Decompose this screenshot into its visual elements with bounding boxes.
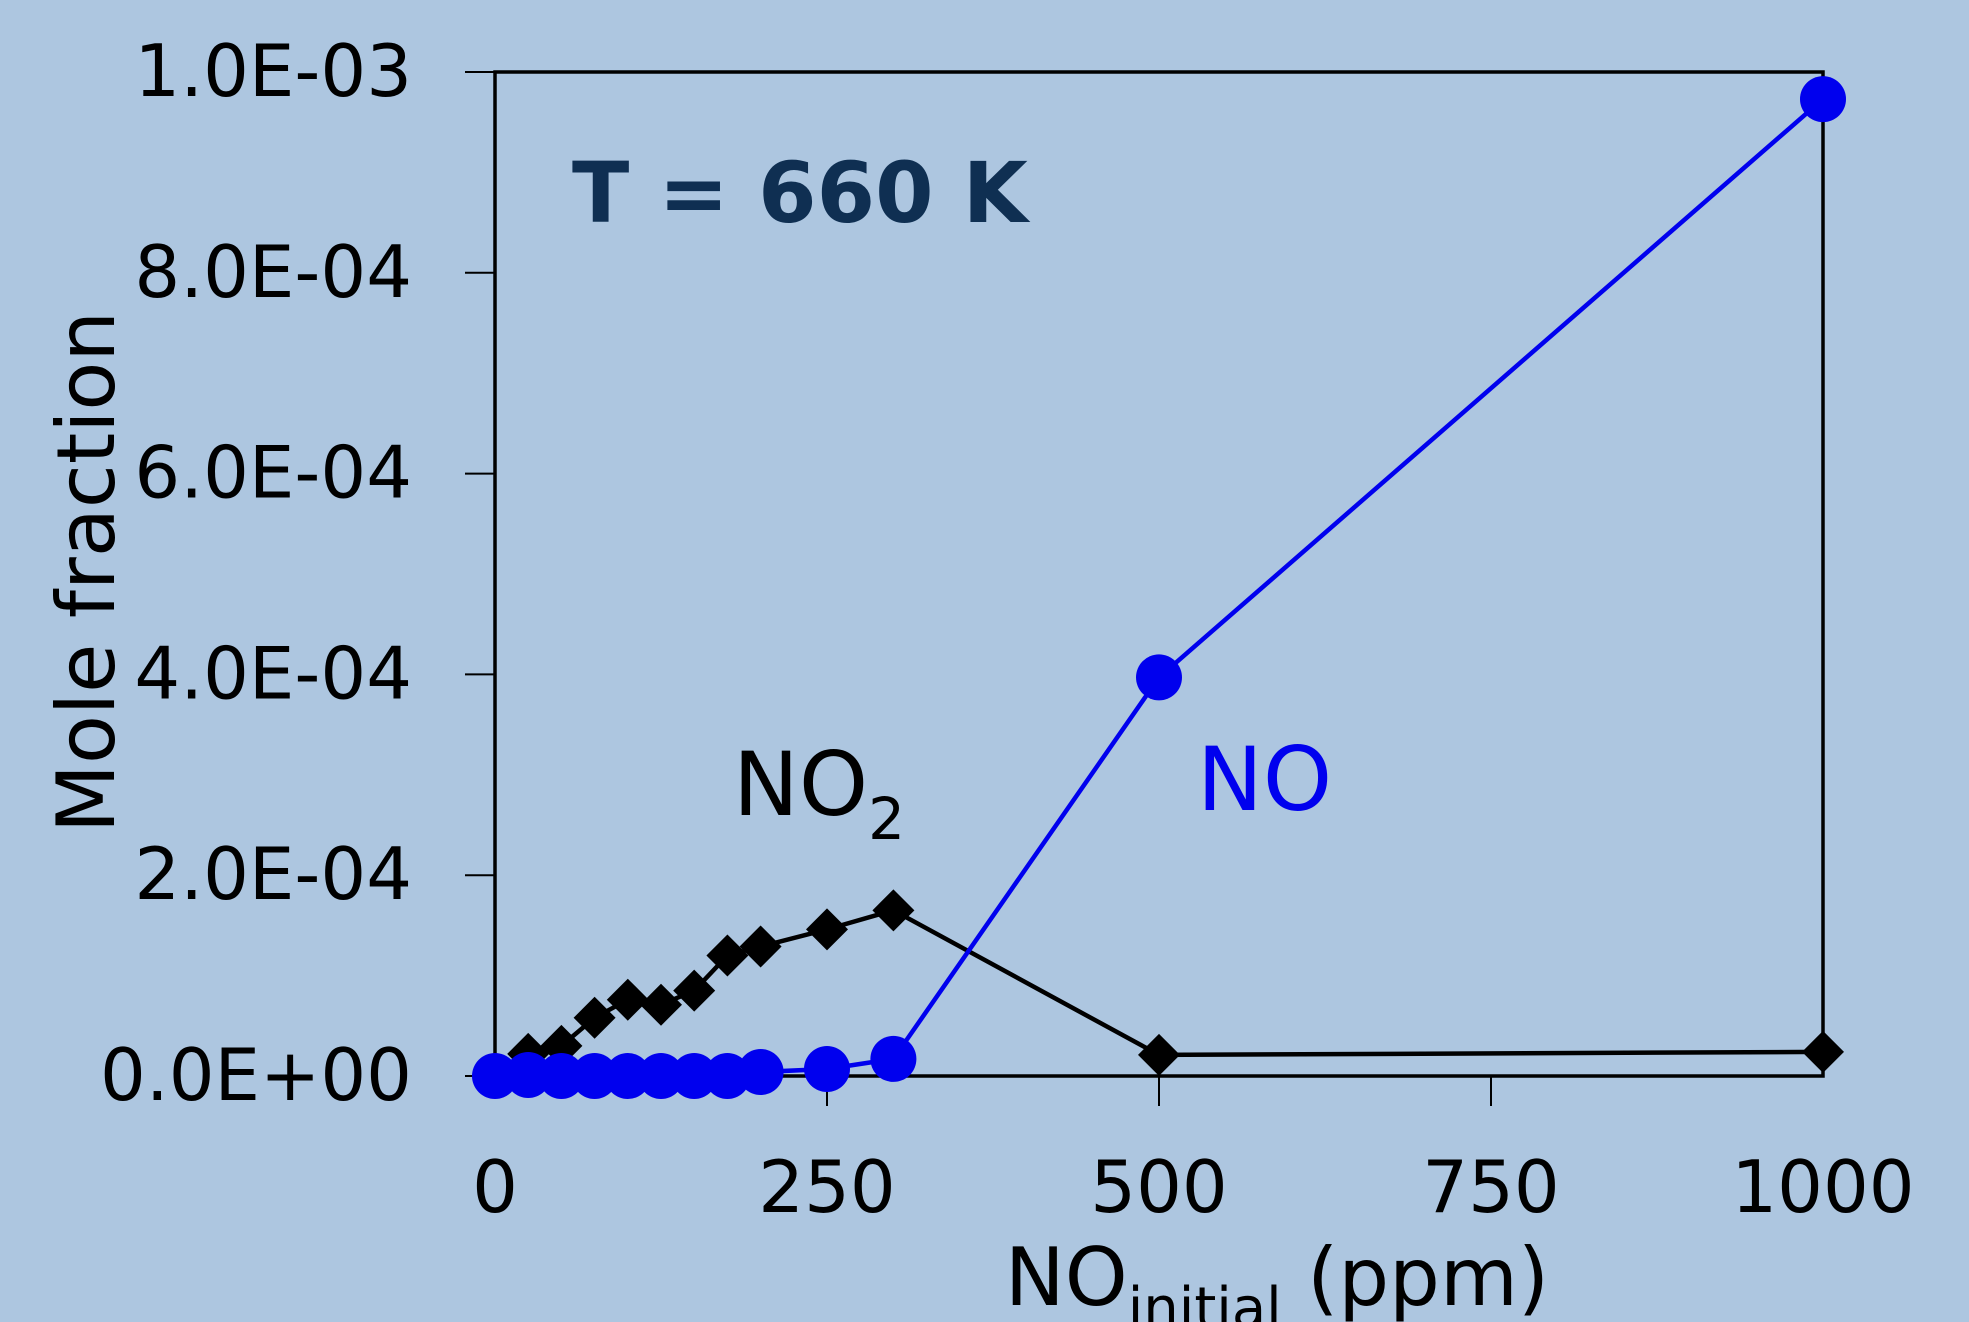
x-axis-title-sub: initial bbox=[1128, 1276, 1282, 1322]
series-label-no: NO bbox=[1197, 728, 1332, 831]
data-point-no2 bbox=[739, 925, 782, 968]
x-tick-label: 0 bbox=[472, 1145, 518, 1229]
x-tick-label: 250 bbox=[758, 1145, 895, 1229]
data-point-no2 bbox=[606, 978, 649, 1021]
y-tick-label: 2.0E-04 bbox=[134, 832, 412, 916]
data-point-no bbox=[505, 1051, 552, 1098]
x-axis-title: NOinitial (ppm) bbox=[1005, 1231, 1549, 1322]
data-point-no bbox=[671, 1053, 718, 1099]
data-point-no bbox=[870, 1035, 917, 1082]
x-tick-label: 500 bbox=[1090, 1145, 1227, 1229]
data-point-no2 bbox=[706, 934, 749, 977]
data-point-no bbox=[1800, 76, 1846, 123]
data-point-no2 bbox=[573, 996, 616, 1039]
y-tick-label: 4.0E-04 bbox=[134, 631, 412, 715]
y-axis-title: Mole fraction bbox=[40, 311, 133, 833]
y-tick-label: 0.0E+00 bbox=[100, 1033, 412, 1117]
series-label-no2-sub: 2 bbox=[868, 785, 905, 853]
y-tick-label: 6.0E-04 bbox=[134, 431, 412, 515]
data-point-no bbox=[571, 1053, 618, 1099]
data-point-no bbox=[1136, 654, 1182, 701]
x-axis-title-rest: (ppm) bbox=[1282, 1231, 1549, 1322]
data-point-no2 bbox=[640, 983, 682, 1026]
x-axis-title-main: NO bbox=[1005, 1231, 1128, 1322]
series-markers bbox=[472, 76, 1846, 1099]
x-tick-label: 750 bbox=[1422, 1145, 1559, 1229]
data-point-no2 bbox=[872, 889, 915, 932]
data-point-no2 bbox=[673, 969, 716, 1012]
y-tick-label: 1.0E-03 bbox=[134, 29, 412, 113]
data-point-no2 bbox=[1138, 1033, 1180, 1076]
series-label-no2: NO2 bbox=[733, 733, 905, 853]
data-point-no bbox=[737, 1048, 784, 1095]
data-point-no bbox=[638, 1053, 684, 1099]
data-point-no2 bbox=[806, 908, 848, 951]
data-point-no bbox=[472, 1053, 518, 1099]
data-point-no bbox=[604, 1053, 651, 1099]
data-point-no bbox=[804, 1045, 850, 1092]
y-tick-label: 8.0E-04 bbox=[134, 230, 412, 314]
data-point-no2 bbox=[1802, 1030, 1844, 1073]
x-tick-label: 1000 bbox=[1731, 1145, 1914, 1229]
tick-labels: 0.0E+00 2.0E-04 4.0E-04 6.0E-04 8.0E-04 1.0E-… bbox=[100, 29, 1915, 1229]
series-label-no2-main: NO bbox=[733, 733, 868, 836]
temperature-annotation: T = 660 K bbox=[572, 144, 1031, 242]
data-point-no bbox=[538, 1053, 585, 1099]
